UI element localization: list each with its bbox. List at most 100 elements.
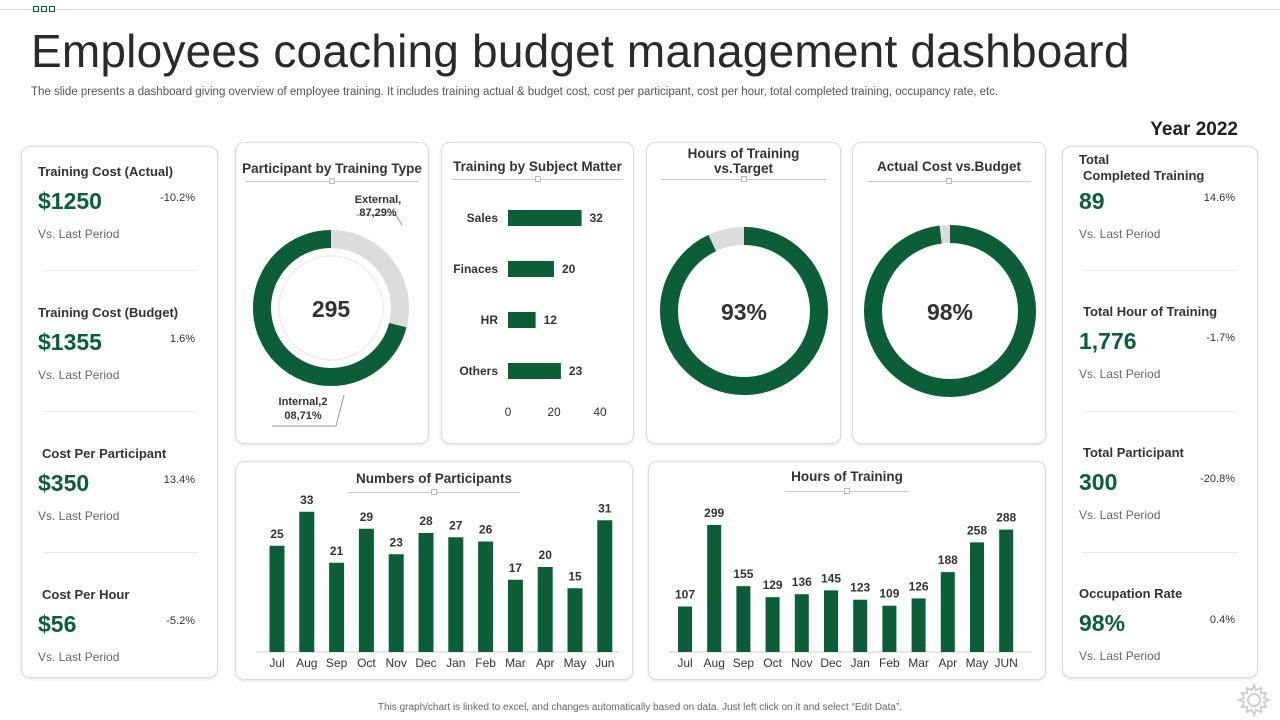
data-label: 27 [449,518,463,532]
kpi-total-hour-of-training[interactable]: Total Hour of Training 1,776 -1.7% Vs. L… [1079,303,1241,413]
kpi-value: $350 [38,470,90,496]
bar[interactable] [678,606,692,652]
data-label: 26 [479,523,493,537]
bar[interactable] [736,586,751,652]
kpi-training-cost-actual[interactable]: Training Cost (Actual) $1250 -10.2% Vs. … [38,163,201,273]
settings-gear-icon[interactable] [1236,682,1272,718]
kpi-label: Total Completed Training [1079,152,1204,184]
kpi-comparison: Vs. Last Period [38,509,120,523]
title-underline [452,176,623,182]
kpi-value: 89 [1079,188,1105,214]
data-label: 299 [704,506,724,520]
divider [42,270,197,271]
data-label: 23 [569,364,583,378]
kpi-label: Training Cost (Budget) [38,305,179,320]
donut-center-label: 93% [721,299,767,325]
bar[interactable] [999,529,1014,652]
numbers-of-participants-card[interactable]: Numbers of Participants 25 Jul 33 Aug 21 Sep 2… [235,461,633,680]
data-label: 33 [300,493,314,507]
chart-title: Training by Subject Matter [453,159,622,174]
kpi-cost-per-hour[interactable]: Cost Per Hour $56 -5.2% Vs. Last Period [38,586,201,676]
bar[interactable] [478,541,494,653]
cost-budget-donut: 98% [864,225,1036,397]
training-by-subject-matter-card[interactable]: Training by Subject Matter Sales 32 Finace… [441,142,634,444]
bar[interactable] [508,312,536,328]
category-label: Apr [938,656,957,670]
bar[interactable] [508,363,561,379]
bar[interactable] [707,524,722,652]
data-label: 25 [270,527,284,541]
bar[interactable] [507,579,523,652]
category-label: Nov [386,656,407,670]
category-label: Sep [326,656,348,670]
bar[interactable] [508,210,582,226]
kpi-comparison: Vs. Last Period [1079,227,1161,241]
divider [1083,411,1237,412]
bar[interactable] [418,533,434,652]
slice-label-internal: Internal,2 [279,396,328,408]
participant-by-training-type-card[interactable]: Participant by Training Type 295 Externa… [235,142,429,444]
hours-vs-target-card[interactable]: Hours of Training vs.Target 93% [646,142,841,444]
title-underline [785,488,909,494]
bar[interactable] [537,567,553,652]
chart-title-line: Hours of Training [687,146,800,161]
divider [1083,552,1237,553]
participants-bar-chart: 25 Jul 33 Aug 21 Sep 29 Oct 23 Nov 28 Dec 27 Jan 26 Feb… [256,493,619,670]
category-label: Jul [677,656,692,670]
divider [42,552,197,553]
chart-title-line: vs.Target [713,161,774,176]
kpi-change: 14.6% [1203,192,1235,204]
category-label: Sep [733,656,755,670]
donut-center-label: 98% [927,299,973,325]
divider [1083,270,1237,271]
bar[interactable] [882,605,897,652]
bar[interactable] [329,562,345,652]
donut-value-arc[interactable] [864,225,1036,397]
kpi-cost-per-participant[interactable]: Cost Per Participant $350 13.4% Vs. Last… [38,445,201,555]
bar[interactable] [940,572,955,652]
donut-slice-internal[interactable] [253,230,409,386]
kpi-occupation-rate[interactable]: Occupation Rate 98% 0.4% Vs. Last Period [1079,585,1241,675]
bar[interactable] [794,594,809,652]
bar[interactable] [970,542,984,652]
hours-of-training-card[interactable]: Hours of Training 107 Jul 299 Aug 155 Sep 129 O… [648,461,1046,680]
bar[interactable] [388,554,404,652]
tick-label: 0 [505,405,512,419]
category-label: Feb [879,656,900,670]
data-label: 12 [544,313,558,327]
kpi-label: Occupation Rate [1079,586,1183,601]
divider [42,411,197,412]
kpi-change: 1.6% [169,333,195,345]
bar[interactable] [567,588,583,652]
brand-logo-icon [33,6,55,12]
data-label: 32 [590,211,604,225]
bar[interactable] [508,261,554,277]
bar[interactable] [765,597,780,652]
bar[interactable] [448,537,464,652]
kpi-total-participant[interactable]: Total Participant 300 -20.8% Vs. Last Pe… [1079,444,1241,554]
data-label: 258 [967,523,987,537]
kpi-label: Total Hour of Training [1083,304,1218,319]
slice-label-external: 87,29% [359,207,397,219]
kpi-training-cost-budget[interactable]: Training Cost (Budget) $1355 1.6% Vs. La… [38,304,201,414]
data-label: 23 [390,535,404,549]
tick-label: 40 [593,405,607,419]
donut-value-arc[interactable] [660,227,828,395]
bar[interactable] [597,520,613,652]
bar[interactable] [911,598,926,652]
actual-cost-vs-budget-card[interactable]: Actual Cost vs.Budget 98% [852,142,1046,444]
kpi-change: 13.4% [163,474,195,486]
data-label: 107 [675,588,695,602]
data-label: 129 [763,578,783,592]
bar[interactable] [824,590,838,652]
bar[interactable] [853,599,868,652]
kpi-comparison: Vs. Last Period [1079,508,1161,522]
bar[interactable] [269,545,285,652]
data-label: 28 [419,514,433,528]
year-label: Year 2022 [1150,119,1238,140]
bar[interactable] [358,528,374,652]
category-label: Aug [704,656,725,670]
title-underline [661,176,826,182]
kpi-total-completed-training[interactable]: Total Completed Training 89 14.6% Vs. La… [1079,151,1241,271]
bar[interactable] [299,511,315,652]
